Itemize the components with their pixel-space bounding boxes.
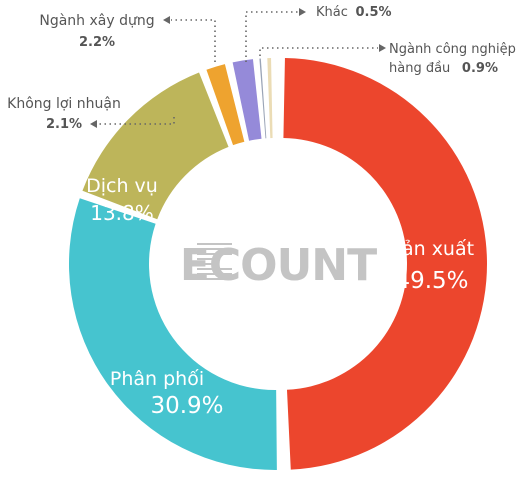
logo-text: ECOUNT [180,240,377,291]
arrow-nganh-cong-nghiep [379,44,386,52]
value-nganh-xay-dung: 2.2% [79,35,115,50]
value-nganh-cong-nghiep: 0.9% [462,61,498,76]
value-san-xuat: 49.5% [395,268,468,294]
label-khong-loi-nhuan: Không lợi nhuận [7,96,121,112]
donut-slice-0 [283,57,487,470]
donut-slice-3 [206,64,245,146]
donut-slice-2 [82,72,229,220]
value-phan-phoi: 30.9% [150,393,223,419]
label-khac: Khác 0.5% [316,4,392,20]
label-phan-phoi: Phân phối [110,368,204,390]
label-san-xuat: Sản xuất [390,238,474,260]
label-nganh-cong-nghiep-line2: hàng đầu 0.9% [389,60,498,76]
label-nganh-cong-nghiep-line1: Ngành công nghiệp [389,42,516,57]
donut-slice-1 [69,198,277,471]
arrow-khong-loi-nhuan [90,120,97,128]
leader-nganh-xay-dung [171,19,216,62]
donut-slice-4 [232,59,262,141]
label-dich-vu: Dịch vụ [86,175,158,197]
donut-slices [69,57,487,471]
label-khac-name: Khác [316,5,348,20]
label-nganh-xay-dung: Ngành xây dựng [39,13,154,29]
value-khong-loi-nhuan: 2.1% [46,117,82,132]
arrow-khac [299,8,306,16]
arrow-nganh-xay-dung [163,16,170,24]
value-dich-vu: 13.8% [90,201,154,225]
donut-slice-5 [259,58,267,139]
leader-nganh-cong-nghiep [259,47,378,56]
leader-khac [245,11,298,62]
value-khac: 0.5% [356,5,392,20]
donut-slice-6 [267,58,273,139]
label-nganh-cong-nghiep-line2-text: hàng đầu [389,61,450,76]
ecount-logo: ECOUNT [180,240,378,291]
